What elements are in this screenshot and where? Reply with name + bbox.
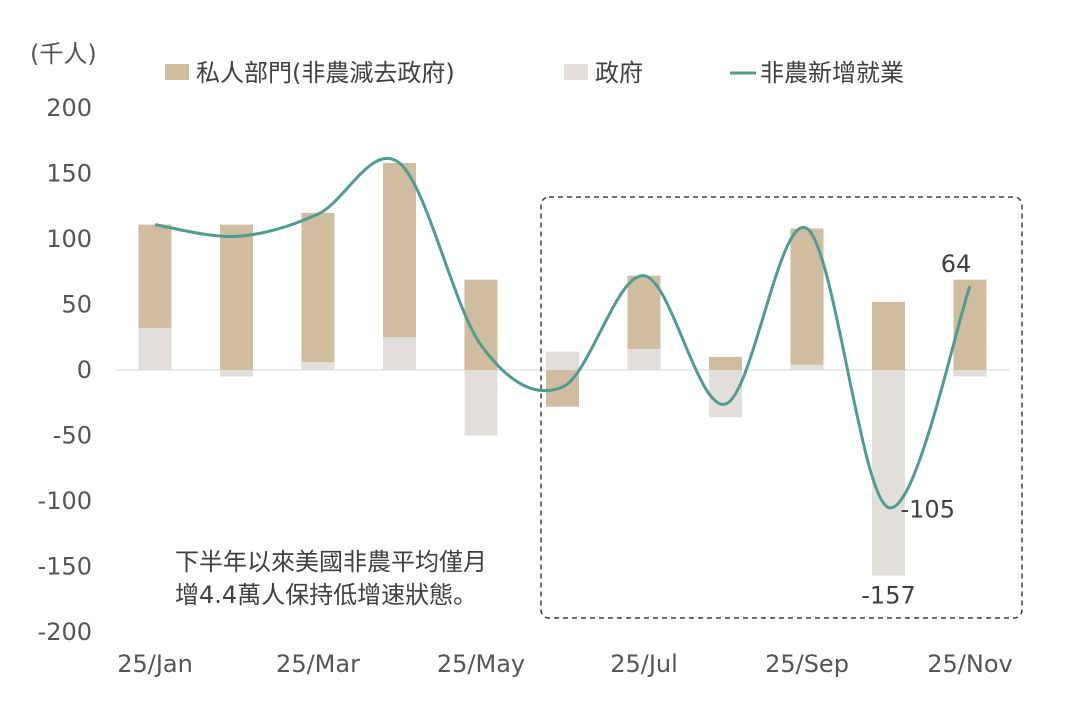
y-tick-label: -200 [38,618,92,646]
x-tick-label-25-mar: 25/Mar [276,650,360,678]
legend-swatch-government [564,64,588,80]
bar-government-25-nov [953,370,987,377]
bar-government-25-jun [546,351,579,370]
bar-private-25-jul [627,275,661,350]
bar-government-25-oct [872,370,905,576]
annotation-line-2: 增4.4萬人保持低增速狀態。 [175,581,477,609]
x-tick-label-25-sep: 25/Sep [765,650,849,678]
bar-government-25-jan [138,328,172,370]
government-bars [138,328,987,576]
bar-private-25-jan [138,224,172,329]
legend-label-nonfarm: 非農新增就業 [760,59,904,87]
y-tick-label: -150 [38,553,92,581]
legend-label-government: 政府 [595,59,643,87]
y-tick-label: 200 [46,94,92,122]
highlight-box [540,196,1023,619]
x-axis: 25/Jan 25/Mar 25/May 25/Jul 25/Sep 25/Nov [117,650,1013,678]
data-label-25-nov: 64 [941,250,972,278]
bar-private-25-oct [872,301,905,370]
y-axis: 200 150 100 50 0 -50 -100 -150 -200 [38,94,92,646]
data-label-25-oct: -105 [901,496,955,524]
bar-government-25-apr [383,337,416,370]
bar-government-25-feb [220,370,253,377]
x-tick-label-25-jul: 25/Jul [610,650,678,678]
bar-government-25-jul [627,349,661,370]
y-tick-label: 50 [61,291,92,319]
legend-label-private: 私人部門(非農減去政府) [196,59,455,87]
bar-private-25-aug [709,356,742,370]
x-tick-label-25-jan: 25/Jan [117,650,193,678]
y-axis-unit-label: (千人) [30,40,97,68]
bar-government-25-sep [790,364,824,370]
x-tick-label-25-nov: 25/Nov [927,650,1012,678]
nonfarm-line [154,156,972,510]
x-tick-label-25-may: 25/May [437,650,525,678]
y-tick-label: 100 [46,225,92,253]
data-label-25-oct: -157 [861,582,915,610]
y-tick-label: -50 [53,422,92,450]
data-labels: 64 -105 -157 [861,250,971,610]
legend-swatch-private [165,64,189,80]
bar-government-25-mar [301,362,335,370]
bar-private-25-mar [301,212,335,363]
y-tick-label: 150 [46,160,92,188]
y-tick-label: -100 [38,487,92,515]
bar-government-25-may [464,370,498,436]
bar-private-25-apr [383,163,416,338]
legend: 私人部門(非農減去政府) 政府 非農新增就業 [165,59,904,87]
bar-private-25-feb [220,224,253,370]
y-tick-label: 0 [77,356,92,384]
annotation-line-1: 下半年以來美國非農平均僅月 [175,548,487,576]
